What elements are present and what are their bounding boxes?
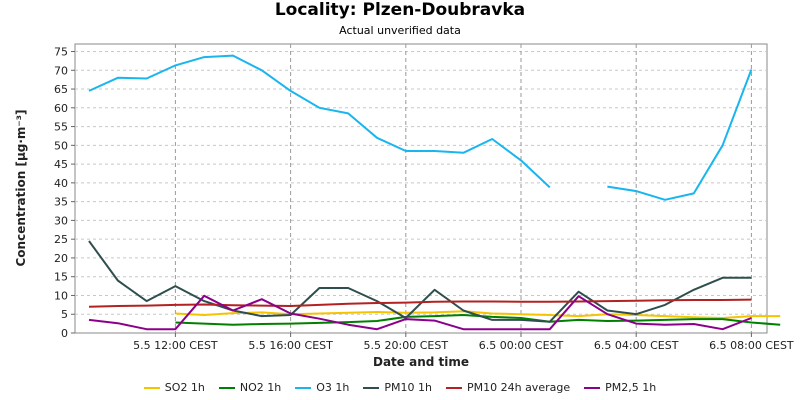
legend-item: PM10 24h average [445, 381, 571, 394]
plot-area [74, 43, 768, 334]
y-tick-label: 40 [54, 177, 68, 190]
x-tick-label: 5.5 20:00 CEST [364, 339, 449, 352]
series-line [88, 298, 752, 308]
legend-item: PM10 1h [363, 381, 432, 394]
legend-label: O3 1h [316, 381, 350, 394]
grid [75, 44, 767, 333]
series-line [88, 240, 752, 323]
y-tick-label: 55 [54, 121, 68, 134]
y-tick-label: 10 [54, 289, 68, 302]
legend-label: SO2 1h [164, 381, 205, 394]
y-tick-label: 50 [54, 139, 68, 152]
y-tick-label: 60 [54, 102, 68, 115]
legend-swatch [218, 387, 235, 389]
legend-label: PM10 24h average [466, 381, 571, 394]
y-tick-label: 0 [61, 327, 68, 340]
x-tick-label: 6.5 04:00 CEST [594, 339, 679, 352]
legend-swatch [295, 387, 312, 389]
y-axis-label: Concentration [µg·m⁻³] [14, 110, 28, 267]
x-tick-label: 5.5 16:00 CEST [248, 339, 333, 352]
legend-item: PM2,5 1h [584, 381, 656, 394]
legend-label: PM2,5 1h [605, 381, 657, 394]
series-line [175, 310, 781, 319]
x-axis: 5.5 12:00 CEST 5.5 16:00 CEST 5.5 20:00 CE… [133, 333, 794, 352]
y-axis: 0 5 10 15 20 25 30 35 40 45 50 55 60 65 70 75 [54, 46, 75, 340]
legend: SO2 1h NO2 1h O3 1h PM10 1h PM10 24h average… [0, 381, 800, 394]
series-group [88, 54, 781, 331]
y-tick-label: 35 [54, 196, 68, 209]
y-tick-label: 15 [54, 271, 68, 284]
y-tick-label: 20 [54, 252, 68, 265]
x-axis-label: Date and time [373, 355, 469, 369]
series-line [607, 69, 753, 201]
x-tick-label: 6.5 08:00 CEST [709, 339, 794, 352]
x-tick-label: 6.5 00:00 CEST [479, 339, 564, 352]
legend-swatch [143, 387, 160, 389]
legend-item: SO2 1h [143, 381, 205, 394]
chart-subtitle: Actual unverified data [339, 24, 461, 37]
legend-label: PM10 1h [384, 381, 432, 394]
y-tick-label: 45 [54, 158, 68, 171]
y-tick-label: 75 [54, 46, 68, 59]
legend-label: NO2 1h [239, 381, 282, 394]
series-line [88, 294, 752, 331]
x-tick-label: 5.5 12:00 CEST [133, 339, 218, 352]
legend-swatch [445, 387, 462, 389]
series-line [88, 54, 551, 189]
legend-swatch [363, 387, 380, 389]
y-tick-label: 5 [61, 308, 68, 321]
series-3 [88, 240, 752, 323]
y-tick-label: 25 [54, 233, 68, 246]
y-tick-label: 30 [54, 214, 68, 227]
y-tick-label: 65 [54, 83, 68, 96]
legend-swatch [584, 387, 601, 389]
legend-item: O3 1h [295, 381, 349, 394]
series-0 [175, 310, 781, 319]
chart-title: Locality: Plzen-Doubravka [274, 0, 526, 20]
y-tick-label: 70 [54, 64, 68, 77]
series-4 [88, 298, 752, 308]
series-5 [88, 294, 752, 331]
legend-item: NO2 1h [218, 381, 282, 394]
series-2 [88, 54, 753, 201]
